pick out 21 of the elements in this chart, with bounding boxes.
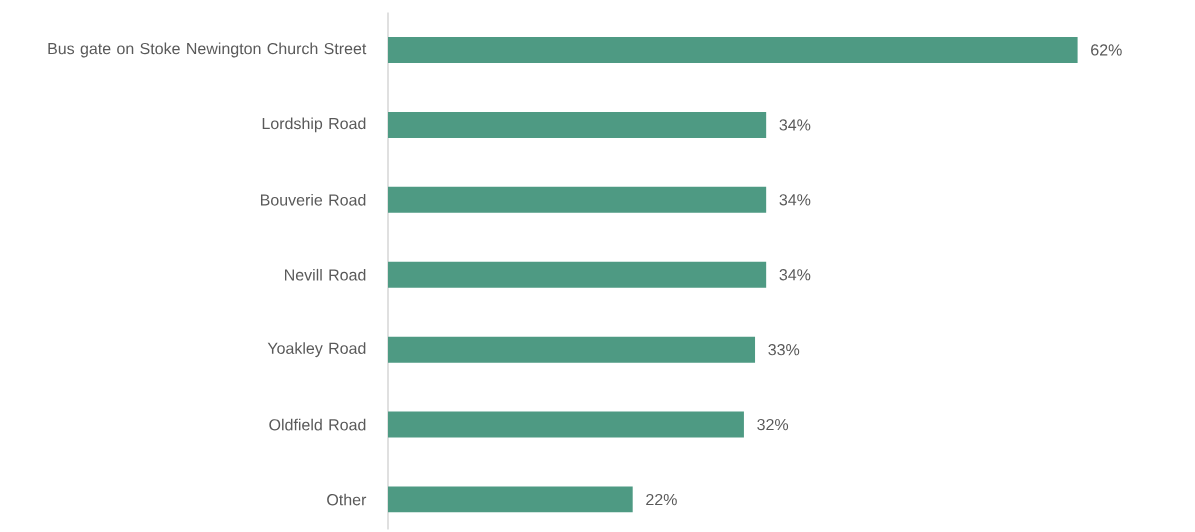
y-tick-label: Nevill Road bbox=[285, 268, 366, 281]
y-tick-label: Bus gate on Stoke Newington Church Street bbox=[48, 42, 367, 58]
bar bbox=[388, 111, 767, 138]
y-tick-label: Oldfield Road bbox=[269, 418, 366, 431]
bar bbox=[388, 336, 756, 363]
bar bbox=[388, 486, 633, 513]
y-tick-label: Yoakley Road bbox=[267, 342, 366, 358]
data-label: 33% bbox=[768, 344, 800, 356]
bar bbox=[388, 186, 767, 213]
data-label: 32% bbox=[757, 418, 789, 431]
data-label: 62% bbox=[1091, 44, 1122, 56]
bar bbox=[388, 411, 744, 438]
data-label: 34% bbox=[779, 119, 811, 131]
bar bbox=[388, 261, 767, 288]
bar bbox=[388, 36, 1078, 63]
y-tick-label: Lordship Road bbox=[262, 117, 366, 133]
data-label: 34% bbox=[779, 269, 811, 281]
y-tick-label: Bouverie Road bbox=[260, 193, 366, 206]
data-label: 34% bbox=[779, 194, 811, 206]
data-label: 22% bbox=[646, 493, 677, 506]
y-tick-label: Other bbox=[327, 493, 367, 506]
